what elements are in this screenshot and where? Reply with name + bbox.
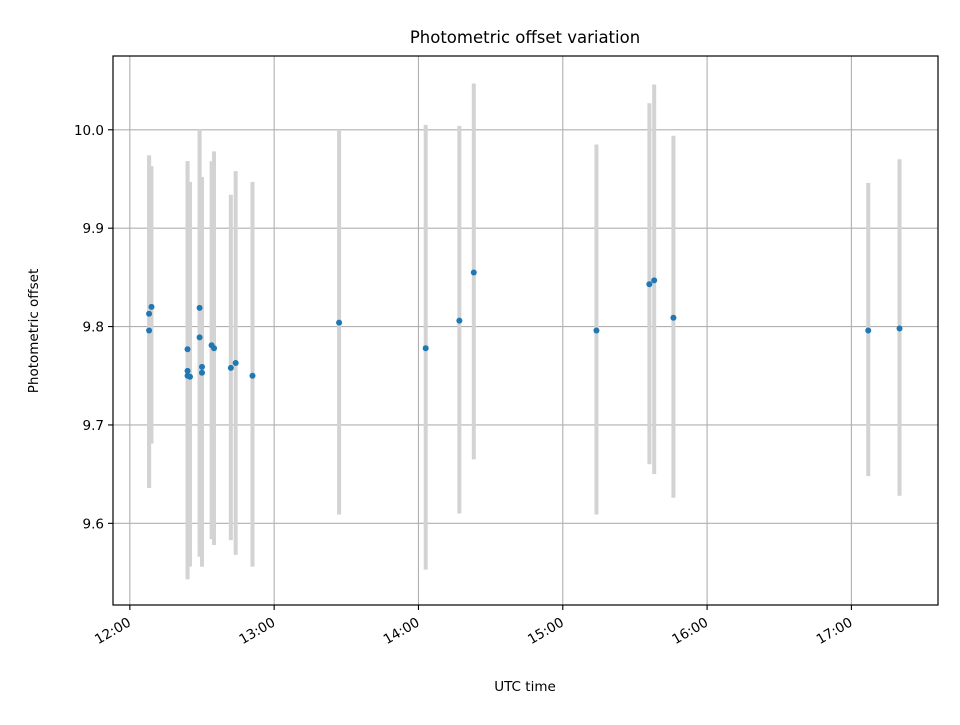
data-points [146, 269, 903, 380]
plot-frame [112, 55, 939, 606]
y-axis-label: Photometric offset [26, 269, 42, 393]
data-point [470, 269, 477, 276]
y-tick-label: 9.7 [83, 418, 104, 434]
data-point [198, 363, 205, 370]
data-point [196, 304, 203, 311]
y-tick-label: 9.9 [83, 221, 104, 237]
y-tick-label: 10.0 [74, 123, 104, 139]
data-point [422, 345, 429, 352]
data-point [865, 327, 872, 334]
x-axis-label: UTC time [494, 679, 556, 695]
data-point [198, 369, 205, 376]
data-point [670, 314, 677, 321]
data-point [249, 372, 256, 379]
data-point [227, 364, 234, 371]
data-point [456, 317, 463, 324]
data-point [232, 359, 239, 366]
data-point [646, 281, 653, 288]
data-point [148, 303, 155, 310]
chart-title: Photometric offset variation [410, 28, 640, 47]
data-point [593, 327, 600, 334]
data-point [196, 334, 203, 341]
data-point [146, 310, 153, 317]
data-point [146, 327, 153, 334]
data-point [896, 325, 903, 332]
data-point [184, 346, 191, 353]
data-point [336, 319, 343, 326]
y-tick-label: 9.8 [83, 320, 104, 336]
y-tick-label: 9.6 [83, 516, 104, 532]
data-point [211, 345, 218, 352]
data-point [184, 367, 191, 374]
grid-lines [113, 56, 938, 605]
data-point [186, 373, 193, 380]
data-point [651, 277, 658, 284]
